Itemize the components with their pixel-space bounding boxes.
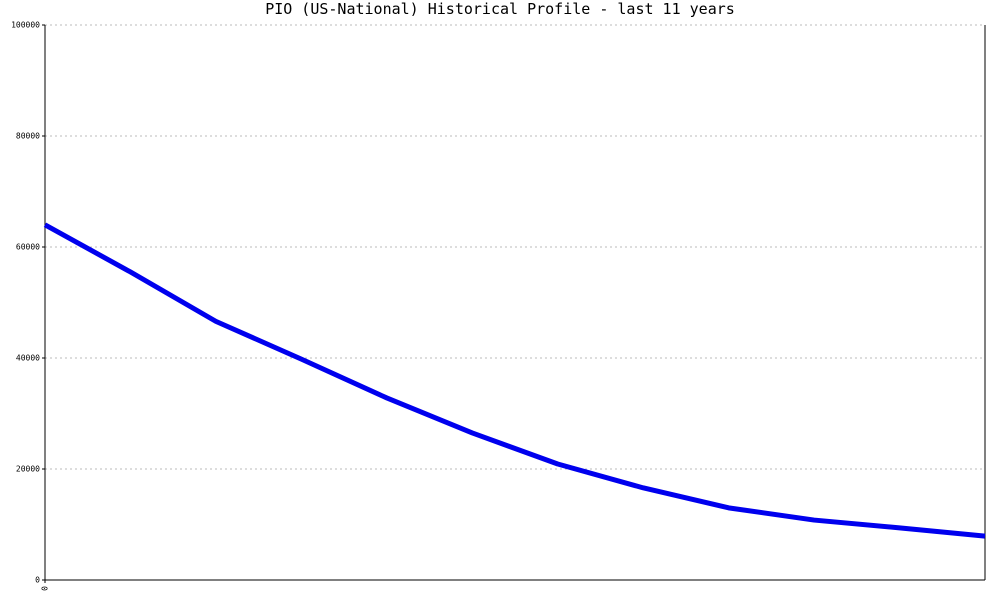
y-tick-label: 80000 (16, 132, 40, 141)
y-tick-label: 100000 (11, 21, 40, 30)
y-tick-label: 40000 (16, 354, 40, 363)
y-tick-label: 0 (35, 576, 40, 585)
y-tick-label: 20000 (16, 465, 40, 474)
x-tick-label: 0 (41, 586, 50, 591)
chart-title: PIO (US-National) Historical Profile - l… (265, 0, 735, 18)
y-tick-label: 60000 (16, 243, 40, 252)
data-line (43, 222, 986, 539)
